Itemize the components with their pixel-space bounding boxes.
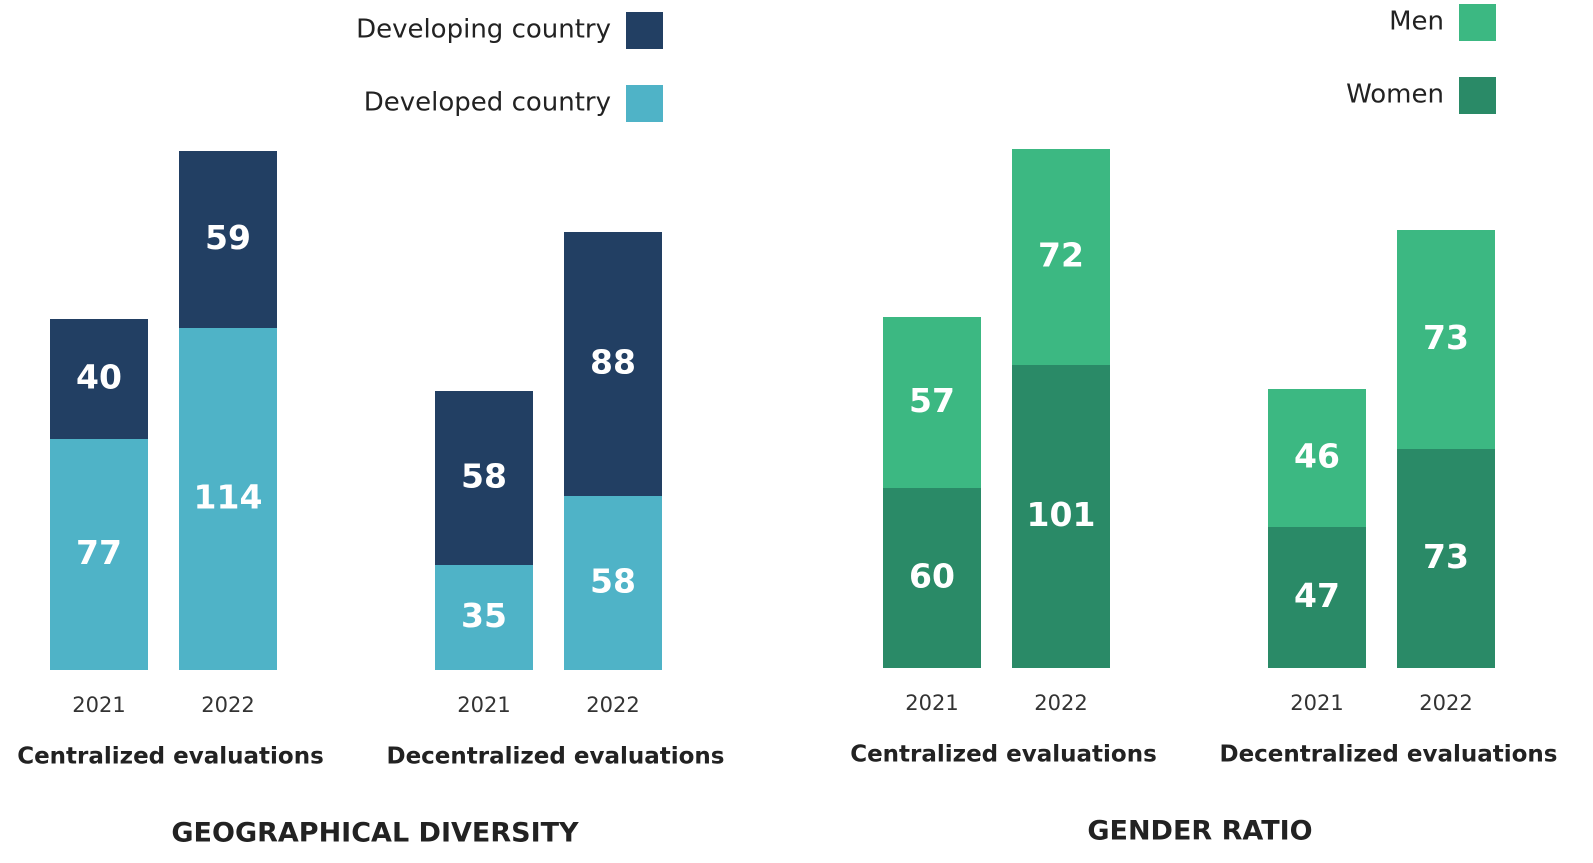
legend-swatch bbox=[1459, 77, 1496, 114]
group-label: Centralized evaluations bbox=[17, 744, 324, 770]
legend-label: Men bbox=[1389, 7, 1444, 37]
data-label: 88 bbox=[590, 343, 636, 382]
data-label: 58 bbox=[590, 562, 636, 601]
chart-title: GENDER RATIO bbox=[1087, 816, 1312, 847]
bar-segment bbox=[564, 232, 662, 496]
bar-segment bbox=[435, 565, 533, 670]
chart-title: GEOGRAPHICAL DIVERSITY bbox=[171, 818, 579, 849]
legend-label: Women bbox=[1346, 80, 1444, 110]
data-label: 58 bbox=[461, 457, 507, 496]
data-label: 72 bbox=[1038, 236, 1084, 275]
bar-segment bbox=[1012, 365, 1110, 668]
bar-segment bbox=[1268, 389, 1366, 527]
bar-segment bbox=[50, 439, 148, 670]
bar-segment bbox=[883, 488, 981, 668]
x-tick-label: 2022 bbox=[1034, 691, 1087, 715]
bar-segment bbox=[883, 317, 981, 488]
group-label: Decentralized evaluations bbox=[386, 744, 724, 770]
legend-swatch bbox=[626, 85, 663, 122]
bar-segment bbox=[1268, 527, 1366, 668]
legend-swatch bbox=[626, 12, 663, 49]
data-label: 77 bbox=[76, 533, 122, 572]
data-label: 46 bbox=[1294, 437, 1340, 476]
bar-segment bbox=[564, 496, 662, 670]
bar-segment bbox=[179, 328, 277, 670]
data-label: 114 bbox=[194, 478, 263, 517]
bar-segment bbox=[1397, 230, 1495, 449]
bar-segment bbox=[435, 391, 533, 565]
bar-segment bbox=[1012, 149, 1110, 365]
x-tick-label: 2022 bbox=[201, 693, 254, 717]
data-label: 35 bbox=[461, 596, 507, 635]
x-tick-label: 2021 bbox=[72, 693, 125, 717]
data-label: 47 bbox=[1294, 576, 1340, 615]
group-label: Decentralized evaluations bbox=[1219, 742, 1557, 768]
legend-swatch bbox=[1459, 4, 1496, 41]
data-label: 101 bbox=[1027, 495, 1096, 534]
data-label: 57 bbox=[909, 381, 955, 420]
group-label: Centralized evaluations bbox=[850, 742, 1157, 768]
bar-segment bbox=[179, 151, 277, 328]
legend-label: Developing country bbox=[356, 15, 611, 45]
bar-segment bbox=[1397, 449, 1495, 668]
x-tick-label: 2022 bbox=[586, 693, 639, 717]
bar-segment bbox=[50, 319, 148, 439]
x-tick-label: 2021 bbox=[457, 693, 510, 717]
x-tick-label: 2022 bbox=[1419, 691, 1472, 715]
data-label: 40 bbox=[76, 358, 122, 397]
data-label: 60 bbox=[909, 557, 955, 596]
x-tick-label: 2021 bbox=[905, 691, 958, 715]
x-tick-label: 2021 bbox=[1290, 691, 1343, 715]
data-label: 59 bbox=[205, 218, 251, 257]
data-label: 73 bbox=[1423, 537, 1469, 576]
data-label: 73 bbox=[1423, 318, 1469, 357]
legend-label: Developed country bbox=[364, 88, 611, 118]
